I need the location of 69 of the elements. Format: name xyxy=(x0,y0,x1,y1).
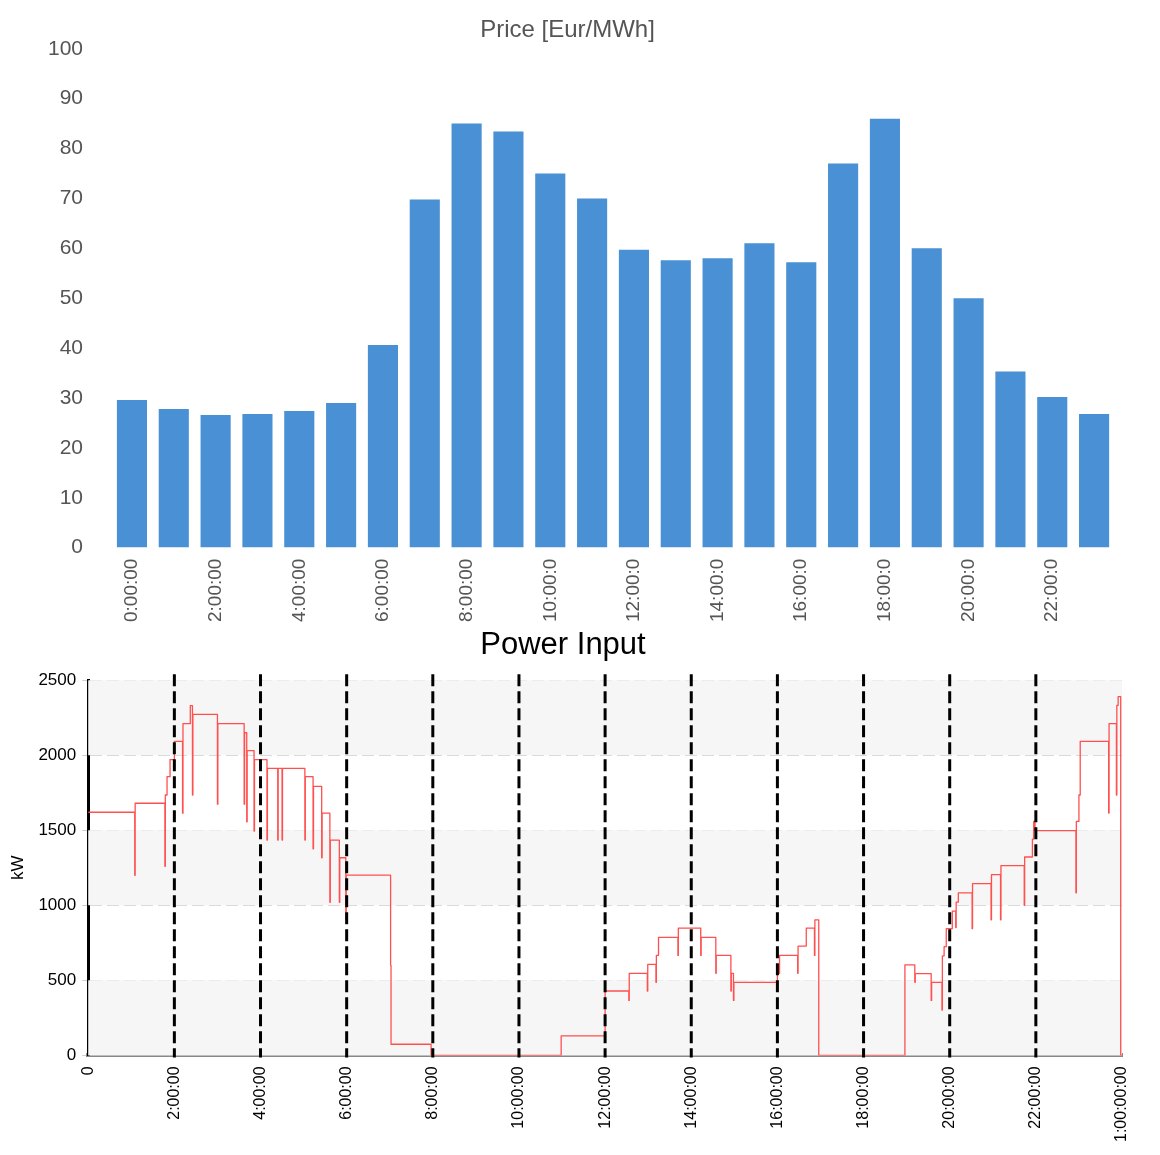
x-tick-label: 12:00:0 xyxy=(622,558,644,623)
bar xyxy=(1079,413,1110,548)
bar xyxy=(158,408,189,548)
x-tick-label: 10:00:0 xyxy=(538,558,560,623)
bar xyxy=(367,345,398,548)
x-tick-label: 22:00:0 xyxy=(1040,558,1062,623)
x-tick-label: 12:00:00 xyxy=(595,1066,613,1129)
bar xyxy=(535,173,566,548)
x-tick-label: 10:00:00 xyxy=(509,1066,527,1129)
bar xyxy=(786,262,817,548)
x-tick-label: 16:00:0 xyxy=(789,558,811,623)
bar xyxy=(451,123,482,548)
y-tick-label: 500 xyxy=(47,970,77,990)
bar xyxy=(409,199,440,548)
x-tick-label: 4:00:00 xyxy=(287,558,309,623)
y-tick-label: 2000 xyxy=(38,744,77,764)
bar xyxy=(744,243,775,548)
bar xyxy=(116,399,148,548)
y-tick-label: 1000 xyxy=(38,894,77,914)
y-tick-label: 50 xyxy=(59,285,84,308)
y-tick-label: 30 xyxy=(59,384,84,408)
x-tick-label: 18:00:0 xyxy=(873,558,895,623)
y-tick-label: 20 xyxy=(59,434,84,458)
x-tick-label: 20:00:0 xyxy=(956,558,978,623)
x-tick-label: 14:00:00 xyxy=(681,1066,699,1129)
bar xyxy=(493,131,524,548)
bar xyxy=(953,298,984,548)
y-tick-label: 70 xyxy=(59,185,84,209)
bar xyxy=(577,198,608,548)
y-tick-label: 90 xyxy=(59,85,84,109)
x-tick-label: 6:00:00 xyxy=(337,1066,355,1120)
x-tick-label: 16:00:00 xyxy=(767,1066,785,1129)
x-tick-label: 20:00:00 xyxy=(940,1066,958,1129)
bar xyxy=(911,248,942,548)
y-tick-label: 40 xyxy=(59,334,84,358)
y-tick-label: 10 xyxy=(59,484,84,508)
chart-title: Price [Eur/MWh] xyxy=(480,15,655,43)
y-tick-label: 2500 xyxy=(38,669,77,689)
bar xyxy=(702,258,733,548)
x-tick-label: 22:00:00 xyxy=(1026,1066,1044,1129)
y-tick-label: 100 xyxy=(47,35,84,59)
bar xyxy=(618,249,649,548)
bar xyxy=(660,260,691,548)
chart-title: Power Input xyxy=(480,626,647,662)
x-tick-label: 1:00:00:00 xyxy=(1112,1066,1130,1142)
bar xyxy=(242,413,273,548)
bar xyxy=(284,410,315,548)
bar xyxy=(200,414,231,548)
x-tick-label: 18:00:00 xyxy=(853,1066,871,1129)
x-tick-label: 0 xyxy=(78,1066,96,1076)
y-axis-title: kW xyxy=(7,855,27,881)
x-tick-label: 8:00:00 xyxy=(423,1066,441,1120)
x-tick-label: 14:00:0 xyxy=(705,558,727,623)
x-tick-label: 8:00:00 xyxy=(454,558,476,623)
y-tick-label: 0 xyxy=(66,1045,77,1065)
x-tick-label: 0:00:00 xyxy=(120,558,142,623)
x-tick-label: 2:00:00 xyxy=(203,558,225,623)
bar xyxy=(326,402,357,548)
bar xyxy=(828,163,859,548)
x-tick-label: 6:00:00 xyxy=(371,558,393,623)
y-tick-label: 80 xyxy=(59,135,84,159)
bar xyxy=(869,118,900,548)
y-tick-label: 0 xyxy=(71,534,84,558)
y-tick-label: 1500 xyxy=(38,819,77,839)
bar xyxy=(995,371,1026,548)
y-tick-label: 60 xyxy=(59,235,84,259)
bar xyxy=(1037,396,1068,548)
x-tick-label: 2:00:00 xyxy=(164,1066,182,1120)
x-tick-label: 4:00:00 xyxy=(250,1066,268,1120)
